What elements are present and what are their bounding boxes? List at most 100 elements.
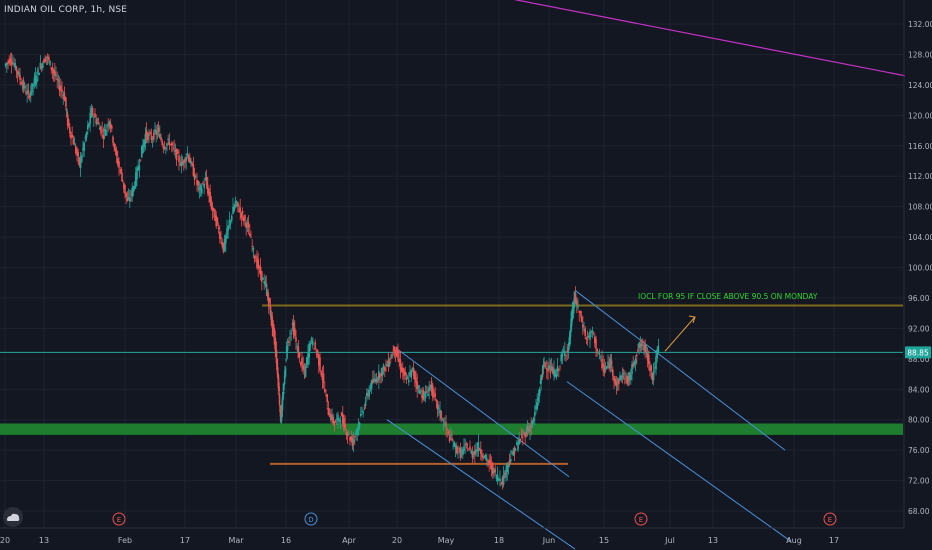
candle-body [143, 139, 145, 148]
candle-body [535, 406, 537, 410]
candle-body [360, 414, 362, 416]
drawings[interactable] [386, 0, 906, 550]
levels [0, 304, 903, 465]
candle-body [147, 133, 149, 141]
event-marker[interactable] [634, 512, 648, 526]
candle-body [428, 387, 430, 392]
candle-body [493, 468, 495, 474]
event-marker[interactable] [112, 512, 126, 526]
candle-body [84, 137, 87, 140]
event-marker-label: E [639, 516, 643, 524]
candle-body [601, 359, 603, 369]
x-tick-label: Aug [786, 536, 802, 545]
candle-body [126, 198, 129, 201]
channel-1-upper[interactable] [394, 346, 570, 478]
candle-body [368, 389, 370, 397]
tradingview-logo-icon[interactable] [3, 507, 23, 527]
candle-body [440, 411, 442, 419]
candle-body [591, 330, 594, 333]
candle-body [530, 426, 532, 428]
x-tick-label: 17 [180, 536, 190, 545]
candle-body [282, 392, 284, 400]
y-tick-label: 68.00 [908, 507, 930, 516]
candle-body [519, 438, 522, 441]
candle-body [101, 130, 103, 132]
candle-body [517, 442, 519, 451]
candle-body [71, 134, 73, 138]
candle-body [410, 369, 412, 378]
candle-body [406, 377, 409, 380]
candle-body [320, 371, 322, 376]
candle-body [642, 341, 644, 343]
candle-body [622, 372, 625, 375]
candle-body [228, 219, 231, 226]
candle-body [97, 122, 100, 124]
candle-body [193, 173, 196, 180]
candle-body [52, 69, 55, 74]
candle-body [220, 237, 222, 239]
candle-body [150, 135, 153, 141]
candle-body [268, 298, 271, 303]
candle-body [436, 401, 439, 410]
candle-body [30, 91, 32, 96]
channel-2-upper[interactable] [574, 289, 786, 451]
event-marker[interactable] [823, 512, 837, 526]
candle-body [655, 356, 657, 370]
candle-body [514, 448, 517, 451]
candle-body [457, 452, 459, 454]
candle-body [391, 353, 393, 359]
candle-body [38, 73, 40, 75]
candle-body [453, 442, 456, 447]
trendline[interactable] [514, 0, 906, 77]
candle-body [550, 366, 553, 371]
candle-body [532, 417, 535, 421]
candle-body [549, 367, 552, 374]
event-marker[interactable] [304, 512, 318, 526]
candle-body [652, 371, 655, 381]
candle-body [144, 133, 147, 144]
candle-body [369, 387, 372, 389]
candle-body [286, 345, 289, 351]
candle-body [378, 370, 380, 380]
candle-body [73, 144, 76, 146]
candle-body [15, 66, 18, 72]
x-tick-label: May [438, 536, 455, 545]
candle-body [258, 267, 261, 269]
x-tick-label: 17 [829, 536, 839, 545]
candle-body [487, 460, 489, 462]
last-price-badge [905, 346, 931, 359]
candle-body [499, 479, 501, 481]
candle-body [160, 136, 162, 141]
candle-body [434, 393, 436, 398]
candle-body [114, 148, 117, 151]
candle-body [577, 305, 579, 308]
candle-body [102, 135, 105, 139]
candle-body [333, 421, 336, 426]
candle-body [66, 114, 69, 126]
candle-body [600, 356, 602, 358]
candle-body [382, 364, 385, 370]
candle-body [9, 58, 12, 62]
channel-1-lower[interactable] [386, 419, 576, 550]
candle-body [238, 210, 240, 212]
candle-body [645, 349, 648, 351]
candle-body [290, 332, 292, 334]
candle-body [87, 125, 89, 130]
candle-body [466, 450, 469, 452]
candle-body [475, 449, 477, 453]
candle-body [27, 90, 30, 93]
candle-body [255, 260, 257, 262]
candle-body [109, 123, 112, 129]
candle-body [306, 357, 308, 366]
channel-2-lower[interactable] [566, 381, 792, 542]
candle-body [82, 147, 84, 151]
x-tick-label: Jul [664, 536, 675, 545]
candles [4, 52, 660, 490]
candle-body [295, 337, 297, 342]
candle-body [117, 158, 119, 165]
candle-body [338, 418, 340, 420]
candle-body [282, 391, 285, 394]
